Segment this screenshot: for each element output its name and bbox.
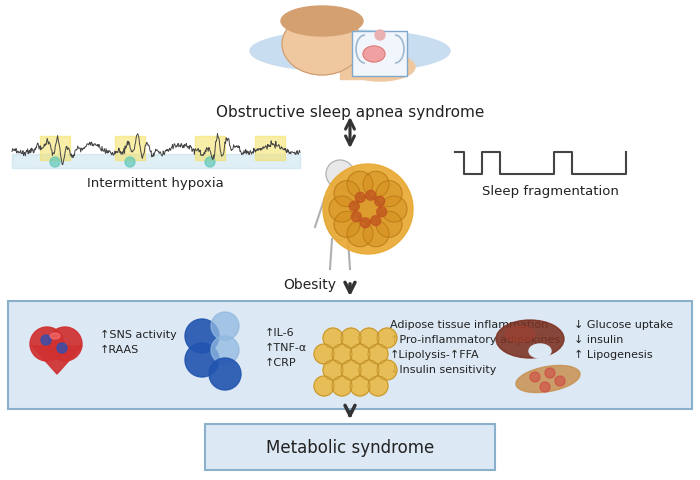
Ellipse shape [363, 47, 385, 63]
Circle shape [366, 191, 376, 201]
Circle shape [349, 202, 359, 212]
Text: Intermittent hypoxia: Intermittent hypoxia [87, 177, 223, 190]
Bar [40, 137, 70, 161]
Circle shape [323, 360, 343, 380]
Bar [255, 137, 285, 161]
Text: Obesity: Obesity [284, 277, 337, 291]
Circle shape [341, 328, 361, 348]
Ellipse shape [281, 7, 363, 37]
Circle shape [205, 157, 215, 168]
Ellipse shape [516, 366, 580, 393]
Circle shape [314, 344, 334, 364]
Circle shape [545, 368, 555, 378]
Circle shape [326, 161, 354, 189]
Circle shape [363, 172, 389, 198]
Circle shape [185, 343, 219, 377]
Ellipse shape [50, 333, 60, 339]
Circle shape [57, 343, 67, 353]
Circle shape [356, 193, 365, 203]
Circle shape [334, 212, 360, 238]
Circle shape [209, 358, 241, 390]
Ellipse shape [282, 14, 362, 76]
Circle shape [540, 382, 550, 392]
Circle shape [332, 376, 352, 396]
Circle shape [359, 360, 379, 380]
Circle shape [377, 328, 397, 348]
Polygon shape [32, 346, 82, 374]
Circle shape [374, 197, 385, 207]
Text: ↓ Glucose uptake
↓ insulin
↑ Lipogenesis: ↓ Glucose uptake ↓ insulin ↑ Lipogenesis [574, 319, 673, 359]
Circle shape [323, 328, 343, 348]
Circle shape [371, 216, 381, 226]
Circle shape [376, 181, 402, 207]
FancyBboxPatch shape [352, 32, 407, 77]
Circle shape [530, 372, 540, 382]
Circle shape [360, 218, 370, 228]
Circle shape [334, 181, 360, 207]
Circle shape [341, 360, 361, 380]
Circle shape [323, 165, 413, 254]
Text: ↑IL-6
↑TNF-α
↑CRP: ↑IL-6 ↑TNF-α ↑CRP [265, 327, 307, 367]
Bar [195, 137, 225, 161]
Circle shape [368, 376, 388, 396]
FancyBboxPatch shape [8, 301, 692, 409]
Circle shape [555, 376, 565, 386]
Bar [115, 137, 145, 161]
Ellipse shape [505, 326, 535, 342]
Circle shape [211, 312, 239, 340]
Circle shape [376, 212, 402, 238]
Bar [340, 55, 370, 80]
Circle shape [375, 31, 385, 41]
Circle shape [356, 198, 380, 222]
Circle shape [377, 360, 397, 380]
Circle shape [351, 212, 361, 222]
Circle shape [381, 197, 407, 223]
Circle shape [314, 376, 334, 396]
Circle shape [48, 327, 82, 361]
Circle shape [368, 344, 388, 364]
Ellipse shape [325, 189, 355, 240]
Text: Obstructive sleep apnea syndrome: Obstructive sleep apnea syndrome [216, 105, 484, 120]
Circle shape [347, 172, 373, 198]
Circle shape [41, 336, 51, 345]
Circle shape [125, 157, 135, 168]
Text: Metabolic syndrome: Metabolic syndrome [266, 438, 434, 456]
Circle shape [363, 221, 389, 247]
Circle shape [329, 197, 355, 223]
Ellipse shape [529, 344, 551, 358]
Circle shape [30, 327, 64, 361]
Text: Adipose tissue inflammation
↑Pro-inflammatory adipokines
↑Lipolysis-↑FFA
↓Insuli: Adipose tissue inflammation ↑Pro-inflamm… [390, 319, 560, 374]
FancyBboxPatch shape [205, 424, 495, 470]
Circle shape [359, 328, 379, 348]
Circle shape [185, 319, 219, 353]
Circle shape [347, 221, 373, 247]
Text: ↑SNS activity
↑RAAS: ↑SNS activity ↑RAAS [100, 329, 176, 354]
Circle shape [332, 344, 352, 364]
Circle shape [350, 344, 370, 364]
Text: Sleep fragmentation: Sleep fragmentation [482, 185, 618, 198]
Circle shape [350, 376, 370, 396]
Ellipse shape [250, 31, 450, 73]
Ellipse shape [496, 320, 564, 358]
Bar [12, 155, 300, 168]
Circle shape [211, 336, 239, 364]
Ellipse shape [345, 54, 415, 82]
Circle shape [50, 157, 60, 168]
Circle shape [377, 207, 386, 217]
